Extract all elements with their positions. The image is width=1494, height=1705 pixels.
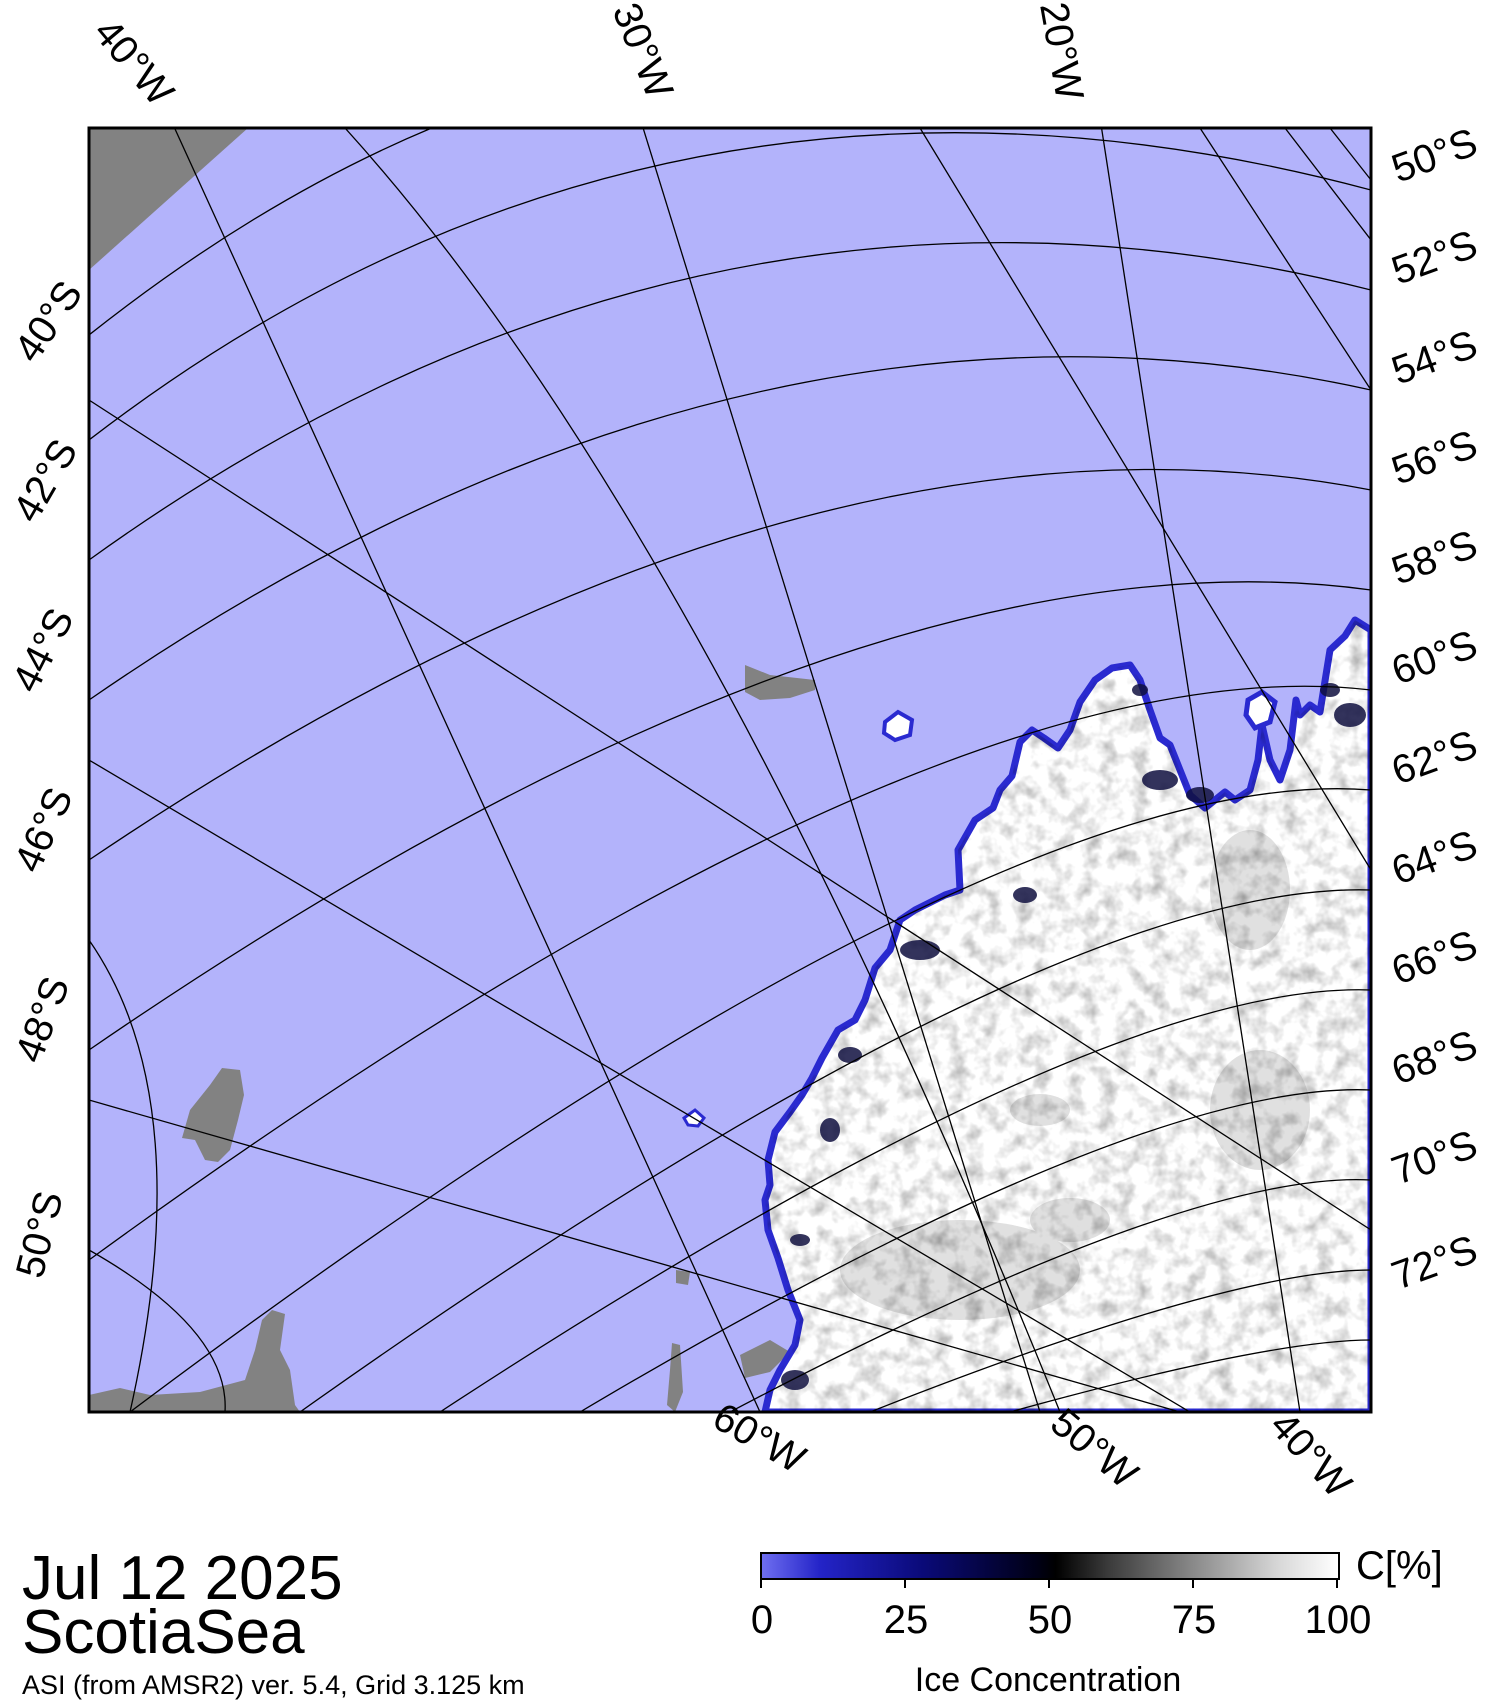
lon-label-bottom-50w: 50°W bbox=[1042, 1400, 1146, 1497]
product-info: ASI (from AMSR2) ver. 5.4, Grid 3.125 km bbox=[22, 1670, 525, 1700]
colorbar-gradient bbox=[760, 1552, 1340, 1580]
lat-label-right-72s: 72°S bbox=[1386, 1227, 1483, 1298]
lat-label-right-62s: 62°S bbox=[1386, 722, 1483, 793]
colorbar-title: Ice Concentration bbox=[914, 1661, 1182, 1699]
graticule bbox=[89, 128, 1371, 1412]
land-falkland-islands bbox=[182, 1068, 244, 1162]
colorbar-tick bbox=[760, 1578, 762, 1588]
lat-label-right-58s: 58°S bbox=[1386, 522, 1483, 593]
land-south-america bbox=[89, 128, 248, 270]
colorbar-tick bbox=[904, 1578, 906, 1588]
lon-label-bottom-40w: 40°W bbox=[1261, 1404, 1360, 1507]
lat-label-right-56s: 56°S bbox=[1386, 422, 1483, 493]
colorbar-tick bbox=[1048, 1578, 1050, 1588]
lat-label-right-64s: 64°S bbox=[1386, 822, 1483, 893]
colorbar-tick-label-75: 75 bbox=[1171, 1598, 1217, 1642]
ice-floe-1 bbox=[881, 709, 915, 743]
lon-label-top-20w: 20°W bbox=[1031, 0, 1091, 104]
lat-label-left-46s: 46°S bbox=[6, 781, 82, 879]
land-islet-2 bbox=[676, 1270, 690, 1285]
land-south-orkney bbox=[745, 665, 815, 700]
colorbar-unit: C[%] bbox=[1356, 1544, 1443, 1588]
land-south-shetland bbox=[740, 1340, 790, 1378]
map-date: Jul 12 2025 bbox=[22, 1544, 343, 1613]
lat-label-left-48s: 48°S bbox=[7, 971, 78, 1068]
land-antarctic-peninsula bbox=[89, 1310, 300, 1412]
colorbar-tick-label-25: 25 bbox=[883, 1598, 929, 1642]
lat-label-right-70s: 70°S bbox=[1386, 1122, 1483, 1193]
lat-label-right-50s: 50°S bbox=[1386, 120, 1483, 191]
lon-label-top-30w: 30°W bbox=[604, 0, 682, 105]
land-islet-1 bbox=[667, 1343, 683, 1412]
lat-label-left-40s: 40°S bbox=[6, 273, 91, 370]
map-frame bbox=[87, 126, 1373, 1414]
colorbar-tick bbox=[1192, 1578, 1194, 1588]
lat-label-right-68s: 68°S bbox=[1386, 1022, 1483, 1093]
colorbar-tick-label-0: 0 bbox=[750, 1598, 774, 1642]
lat-labels-left: 40°S 42°S 44°S 46°S 48°S 50°S bbox=[4, 273, 91, 1282]
lon-label-top-40w: 40°W bbox=[85, 11, 182, 115]
lat-label-right-60s: 60°S bbox=[1386, 622, 1483, 693]
lat-label-right-52s: 52°S bbox=[1386, 222, 1483, 293]
ice-patch-southeast-orkney bbox=[1243, 689, 1278, 732]
colorbar-tick-label-100: 100 bbox=[1304, 1598, 1372, 1642]
lat-label-left-42s: 42°S bbox=[5, 432, 87, 529]
lat-label-right-54s: 54°S bbox=[1386, 322, 1483, 393]
lat-label-left-44s: 44°S bbox=[4, 601, 83, 699]
colorbar-tick bbox=[1336, 1578, 1338, 1588]
lat-labels-right: 50°S 52°S 54°S 56°S 58°S 60°S 62°S 64°S … bbox=[1386, 120, 1483, 1298]
lat-label-left-50s: 50°S bbox=[8, 1187, 72, 1282]
region-name: ScotiaSea bbox=[22, 1598, 305, 1667]
colorbar-tick-label-50: 50 bbox=[1027, 1598, 1073, 1642]
lat-label-right-66s: 66°S bbox=[1386, 922, 1483, 993]
